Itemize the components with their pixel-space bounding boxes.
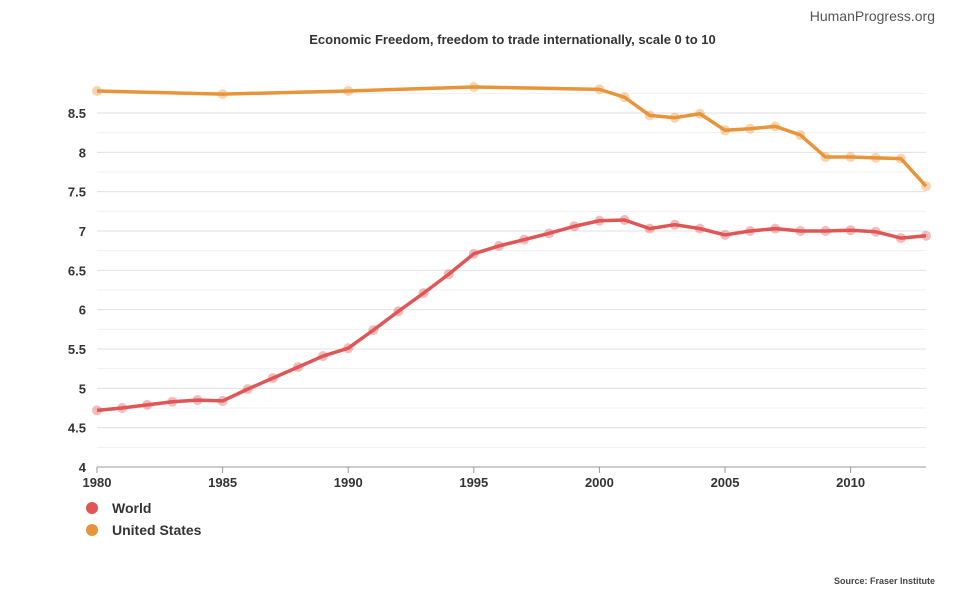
data-point[interactable]: [343, 343, 354, 354]
y-tick-label: 7.5: [68, 185, 86, 200]
data-point[interactable]: [318, 351, 329, 362]
y-tick-label: 4: [79, 460, 87, 475]
data-point[interactable]: [669, 112, 680, 123]
y-tick-label: 7: [79, 224, 86, 239]
data-point[interactable]: [393, 306, 404, 317]
data-point[interactable]: [217, 395, 228, 406]
data-point[interactable]: [619, 92, 630, 103]
data-point[interactable]: [694, 108, 705, 119]
data-point[interactable]: [468, 82, 479, 93]
data-point[interactable]: [694, 223, 705, 234]
x-tick-label: 2000: [585, 475, 614, 490]
series-line: [96, 85, 928, 188]
data-point[interactable]: [92, 85, 102, 96]
data-point[interactable]: [845, 225, 856, 236]
data-point[interactable]: [745, 225, 756, 236]
data-point[interactable]: [921, 230, 931, 241]
x-tick-label: 1985: [208, 475, 237, 490]
data-point[interactable]: [594, 215, 605, 226]
x-tick-label: 1995: [459, 475, 488, 490]
data-point[interactable]: [770, 223, 781, 234]
data-point[interactable]: [343, 85, 354, 96]
data-point[interactable]: [820, 152, 831, 163]
data-point[interactable]: [418, 288, 429, 299]
data-point[interactable]: [619, 214, 630, 225]
data-point[interactable]: [292, 362, 303, 373]
data-point[interactable]: [368, 325, 379, 336]
data-point[interactable]: [870, 152, 881, 163]
data-point[interactable]: [870, 226, 881, 237]
legend-item-united-states[interactable]: United States: [86, 519, 201, 541]
legend-marker-world: [86, 502, 98, 514]
data-point[interactable]: [770, 121, 781, 132]
y-tick-label: 6: [79, 303, 86, 318]
x-tick-label: 2010: [836, 475, 865, 490]
data-point[interactable]: [92, 405, 102, 416]
legend-label: United States: [112, 522, 202, 538]
data-point[interactable]: [720, 125, 731, 136]
data-point[interactable]: [142, 399, 153, 410]
data-point[interactable]: [845, 152, 856, 163]
y-tick-label: 8: [79, 145, 86, 160]
data-point[interactable]: [569, 221, 580, 232]
series-united-states: [92, 82, 931, 192]
data-point[interactable]: [895, 233, 906, 244]
data-point[interactable]: [544, 228, 555, 239]
x-tick-label: 2005: [711, 475, 740, 490]
data-point[interactable]: [720, 229, 731, 240]
data-point[interactable]: [267, 373, 278, 384]
legend: World United States: [86, 497, 201, 541]
data-point[interactable]: [594, 84, 605, 95]
legend-item-world[interactable]: World: [86, 497, 201, 519]
legend-label: World: [112, 500, 152, 516]
data-point[interactable]: [644, 110, 655, 121]
source-note: Source: Fraser Institute: [833, 576, 935, 586]
data-point[interactable]: [167, 396, 178, 407]
data-point[interactable]: [117, 402, 128, 413]
data-point[interactable]: [895, 153, 906, 164]
data-point[interactable]: [795, 130, 806, 141]
x-tick-label: 1990: [334, 475, 363, 490]
series-line: [96, 218, 927, 413]
y-tick-label: 6.5: [68, 263, 86, 278]
data-point[interactable]: [493, 240, 504, 251]
data-point[interactable]: [217, 89, 228, 100]
data-point[interactable]: [820, 225, 831, 236]
data-point[interactable]: [795, 225, 806, 236]
brand-logo[interactable]: HumanProgress.org: [809, 8, 935, 24]
y-tick-label: 5: [79, 381, 86, 396]
data-point[interactable]: [669, 219, 680, 230]
data-point[interactable]: [519, 234, 530, 245]
data-point[interactable]: [443, 269, 454, 280]
chart-title: Economic Freedom, freedom to trade inter…: [309, 32, 716, 47]
y-tick-label: 8.5: [68, 106, 86, 121]
data-point[interactable]: [921, 181, 931, 192]
data-point[interactable]: [242, 384, 253, 395]
data-point[interactable]: [745, 123, 756, 134]
y-tick-label: 5.5: [68, 342, 86, 357]
data-point[interactable]: [192, 395, 203, 406]
data-point[interactable]: [644, 223, 655, 234]
data-point[interactable]: [468, 248, 479, 259]
x-tick-label: 1980: [83, 475, 112, 490]
y-tick-label: 4.5: [68, 421, 86, 436]
legend-marker-united-states: [86, 524, 98, 536]
series-world: [92, 214, 931, 416]
